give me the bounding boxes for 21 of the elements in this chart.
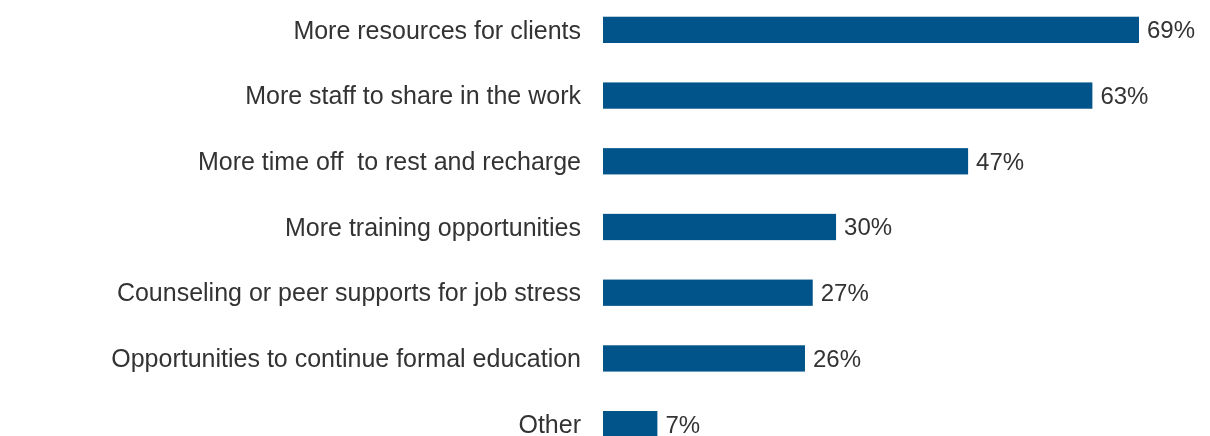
y-tick-label: Opportunities to continue formal education [111, 344, 581, 373]
y-tick-label: More resources for clients [293, 15, 581, 44]
data-label: 27% [820, 279, 869, 307]
y-tick-label: More training opportunities [285, 212, 581, 241]
bar [603, 411, 658, 436]
data-label: 7% [665, 410, 701, 436]
data-label: 30% [844, 213, 893, 241]
bar [603, 213, 837, 241]
bar [603, 16, 1139, 43]
data-label: 26% [812, 344, 862, 372]
y-tick-label: More time off to rest and recharge [197, 147, 581, 176]
y-tick-label: More staff to share in the work [245, 81, 582, 110]
data-label: 63% [1100, 81, 1149, 109]
bar [603, 82, 1093, 109]
bar [603, 279, 813, 306]
bar [603, 148, 969, 175]
data-label: 47% [976, 147, 1025, 175]
data-label: 69% [1147, 16, 1196, 44]
bar [603, 345, 805, 372]
y-tick-label: Other [518, 409, 581, 436]
y-tick-label: Counseling or peer supports for job stress [116, 278, 581, 307]
